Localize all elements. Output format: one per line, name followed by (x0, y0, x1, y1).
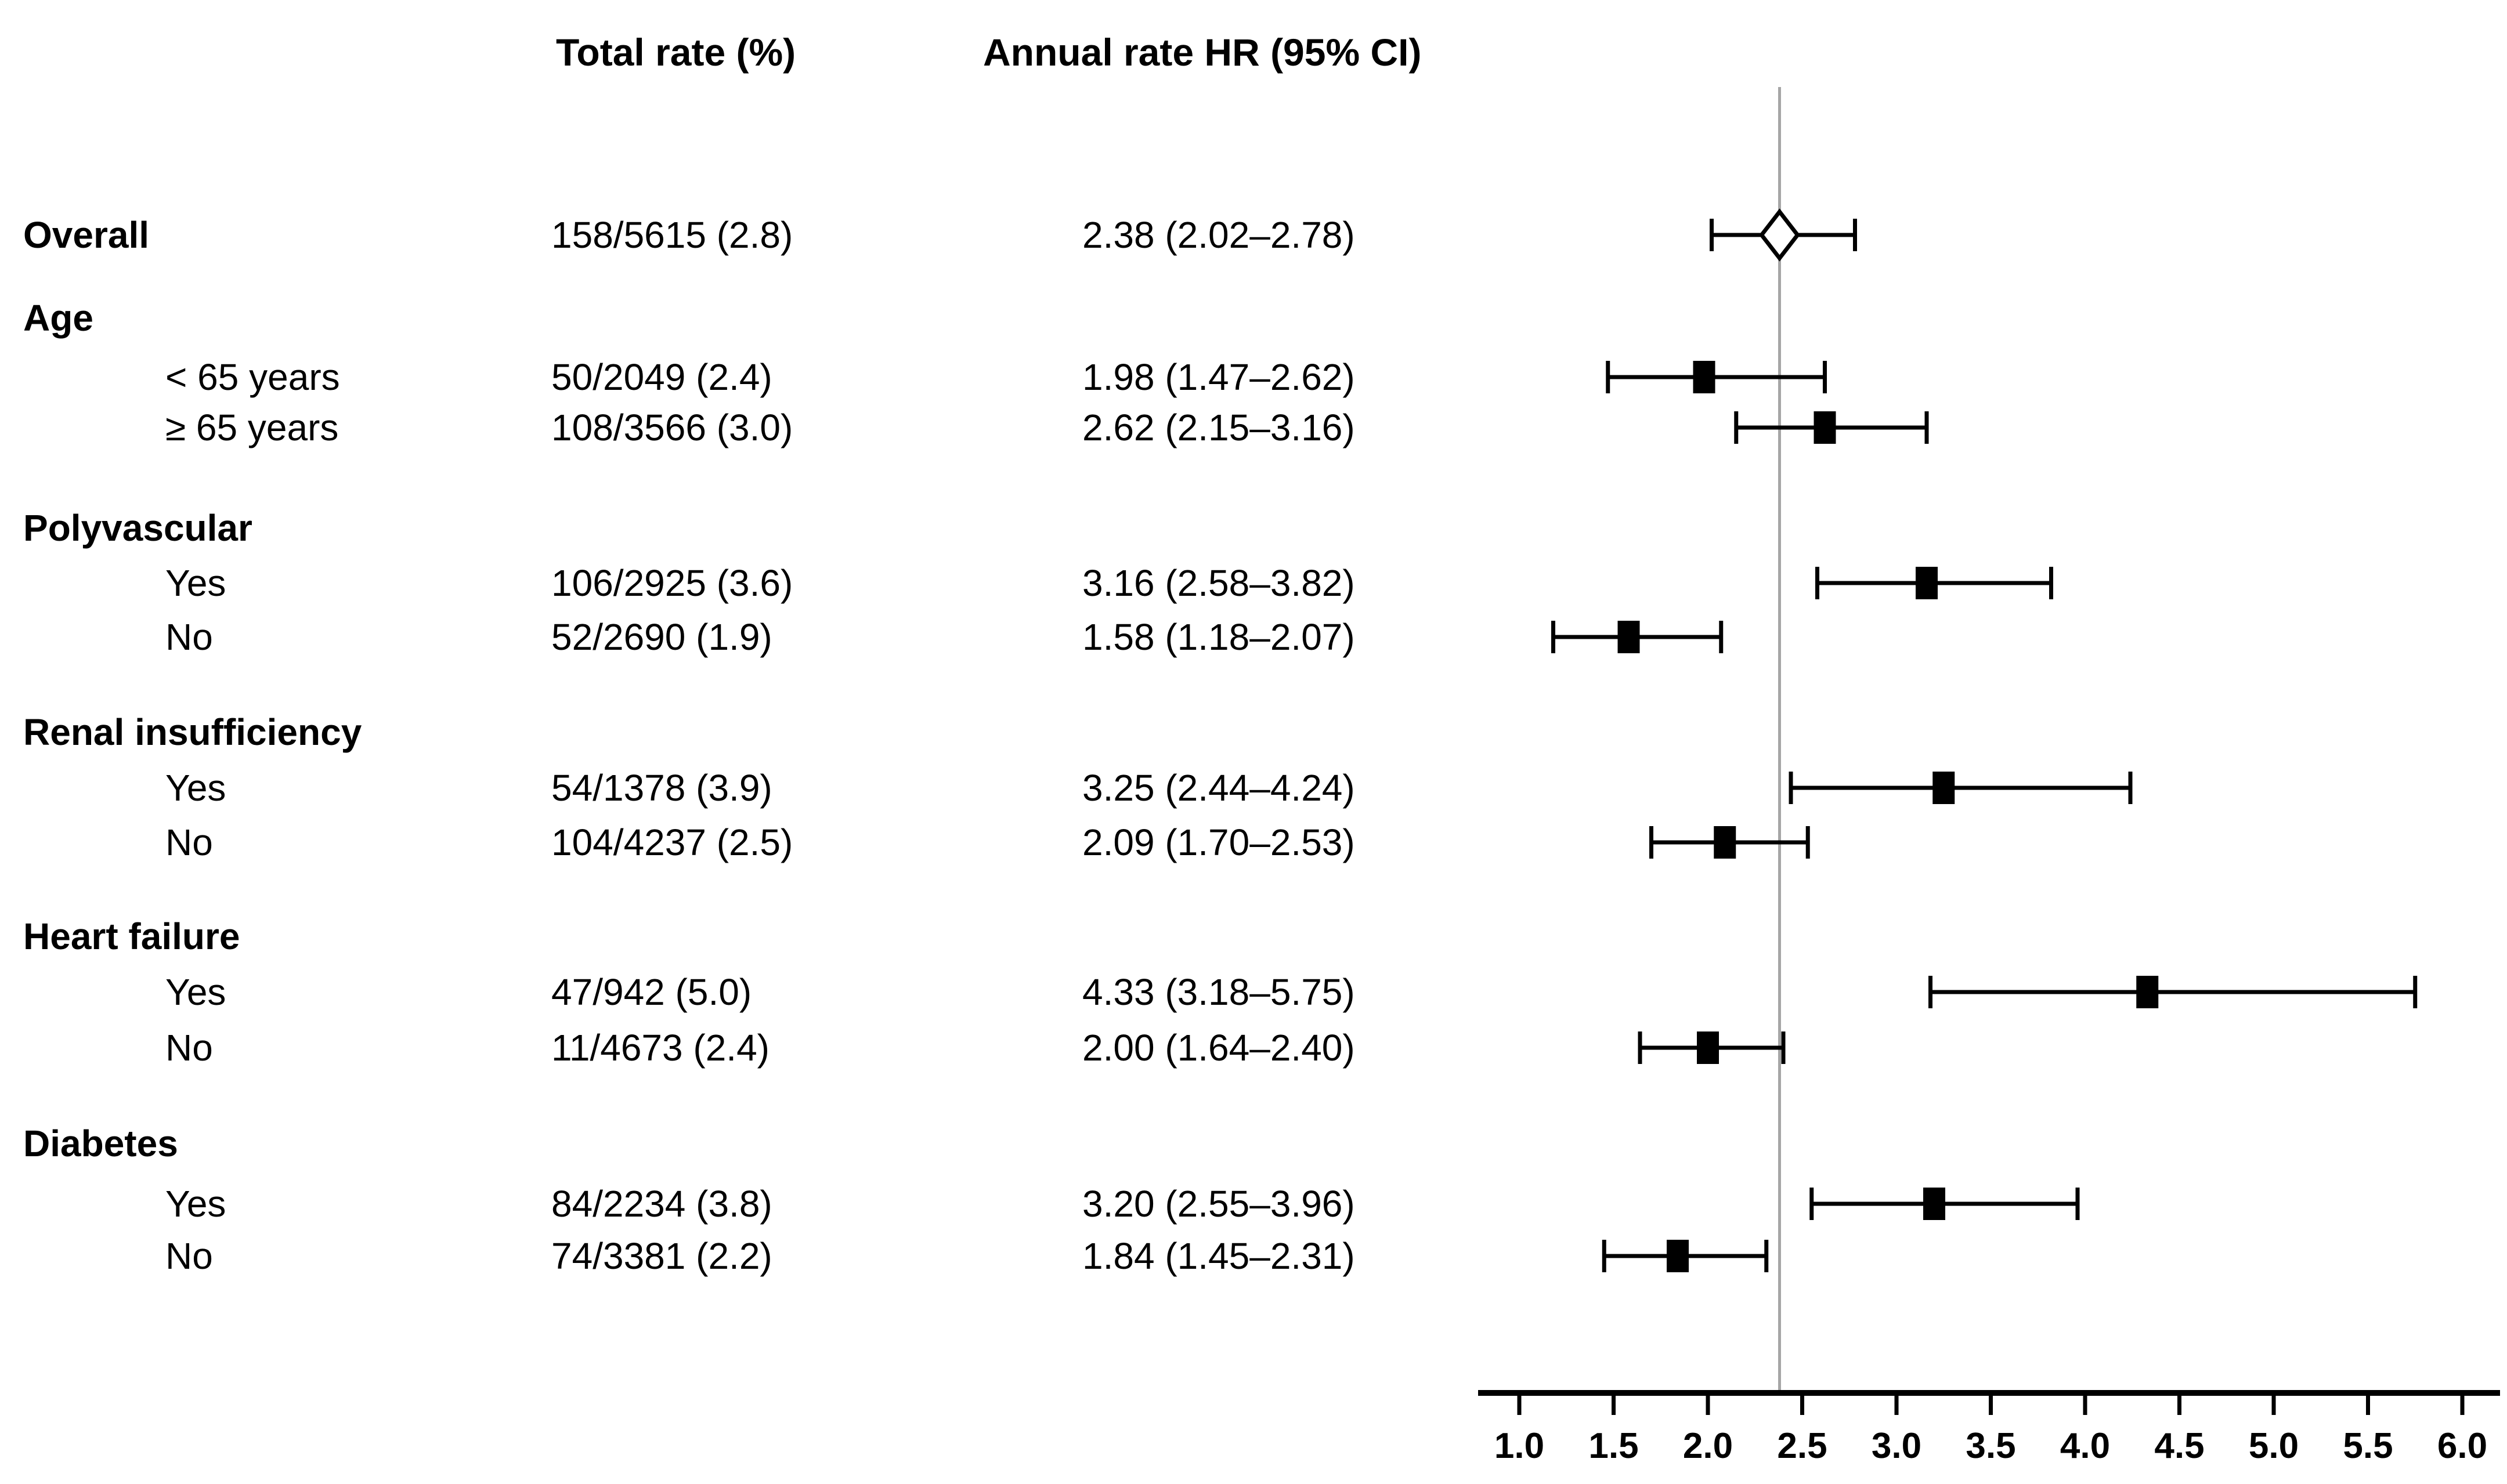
column-header-total-rate: Total rate (%) (556, 31, 796, 74)
point-estimate-square (1667, 1240, 1689, 1272)
axis-tick-label: 1.5 (1588, 1426, 1638, 1466)
point-estimate-square (1916, 567, 1938, 599)
axis-tick-label: 4.0 (2060, 1426, 2110, 1466)
hr-ci-value: 3.25 (2.44–4.24) (1082, 767, 1355, 809)
axis-tick-label: 5.0 (2249, 1426, 2299, 1466)
axis-tick-label: 5.5 (2343, 1426, 2393, 1466)
row-label: Polyvascular (23, 507, 252, 549)
total-rate-value: 84/2234 (3.8) (551, 1183, 772, 1225)
point-estimate-square (1693, 361, 1715, 393)
hr-ci-value: 1.58 (1.18–2.07) (1082, 616, 1355, 658)
axis-tick-label: 3.5 (1966, 1426, 2015, 1466)
hr-ci-value: 2.62 (2.15–3.16) (1082, 407, 1355, 448)
hr-ci-value: 3.16 (2.58–3.82) (1082, 562, 1355, 604)
axis-tick-label: 3.0 (1872, 1426, 1921, 1466)
axis-tick-label: 2.5 (1777, 1426, 1827, 1466)
row-label: Yes (165, 971, 226, 1013)
hr-ci-value: 1.84 (1.45–2.31) (1082, 1235, 1355, 1277)
point-estimate-square (1617, 621, 1640, 653)
row-label: Yes (165, 1183, 226, 1225)
hr-ci-value: 3.20 (2.55–3.96) (1082, 1183, 1355, 1225)
axis-tick-label: 6.0 (2437, 1426, 2487, 1466)
row-label: Renal insufficiency (23, 711, 362, 753)
point-estimate-square (1923, 1188, 1945, 1220)
row-label: No (165, 616, 213, 658)
row-label: < 65 years (165, 356, 340, 398)
overall-diamond-marker (1759, 208, 1800, 262)
total-rate-value: 106/2925 (3.6) (551, 562, 793, 604)
point-estimate-square (1714, 826, 1736, 859)
total-rate-value: 74/3381 (2.2) (551, 1235, 772, 1277)
total-rate-value: 50/2049 (2.4) (551, 356, 772, 398)
point-estimate-square (1814, 411, 1836, 444)
total-rate-value: 104/4237 (2.5) (551, 821, 793, 863)
row-label: No (165, 1027, 213, 1069)
row-label: No (165, 821, 213, 863)
axis-tick-label: 4.5 (2154, 1426, 2204, 1466)
hr-ci-value: 1.98 (1.47–2.62) (1082, 356, 1355, 398)
row-label: No (165, 1235, 213, 1277)
total-rate-value: 52/2690 (1.9) (551, 616, 772, 658)
point-estimate-square (1932, 772, 1955, 804)
axis-tick-label: 2.0 (1683, 1426, 1733, 1466)
hr-ci-value: 2.09 (1.70–2.53) (1082, 821, 1355, 863)
row-label: Heart failure (23, 915, 240, 957)
row-label: Diabetes (23, 1123, 178, 1164)
total-rate-value: 11/4673 (2.4) (551, 1027, 770, 1069)
total-rate-value: 47/942 (5.0) (551, 971, 752, 1013)
axis-tick-label: 1.0 (1494, 1426, 1544, 1466)
hr-ci-value: 2.00 (1.64–2.40) (1082, 1027, 1355, 1069)
row-label: Yes (165, 767, 226, 809)
row-label: ≥ 65 years (165, 407, 339, 448)
hr-ci-value: 2.38 (2.02–2.78) (1082, 214, 1355, 256)
column-header-annual-rate-hr: Annual rate HR (95% CI) (983, 31, 1422, 74)
total-rate-value: 108/3566 (3.0) (551, 407, 793, 448)
row-label: Overall (23, 214, 150, 256)
total-rate-value: 54/1378 (3.9) (551, 767, 772, 809)
point-estimate-square (2136, 976, 2159, 1008)
row-label: Yes (165, 562, 226, 604)
hr-ci-value: 4.33 (3.18–5.75) (1082, 971, 1355, 1013)
point-estimate-square (1697, 1031, 1719, 1064)
total-rate-value: 158/5615 (2.8) (551, 214, 793, 256)
row-label: Age (23, 297, 93, 339)
